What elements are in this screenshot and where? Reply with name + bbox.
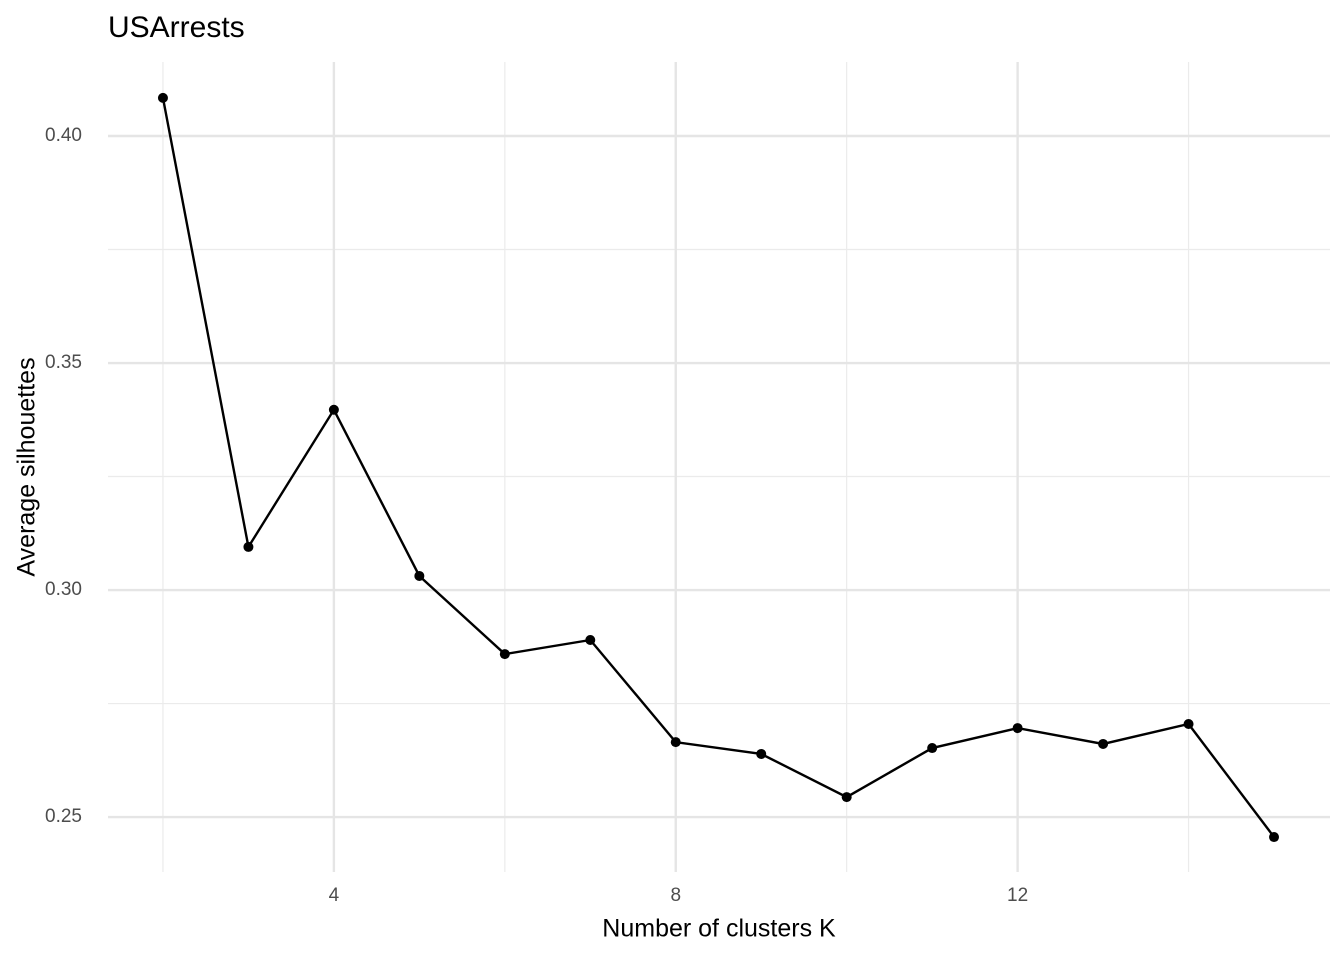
point	[1098, 738, 1109, 749]
point	[243, 541, 254, 552]
point	[756, 748, 767, 759]
point	[585, 634, 596, 645]
point	[1012, 723, 1023, 734]
point	[670, 737, 681, 748]
x-tick-label: 4	[329, 885, 340, 906]
point	[414, 570, 425, 581]
point	[328, 404, 339, 415]
y-tick-label: 0.35	[45, 352, 82, 373]
y-tick-label: 0.30	[45, 579, 82, 600]
point	[157, 92, 168, 103]
point	[1269, 832, 1280, 843]
point	[841, 792, 852, 803]
x-tick-label: 12	[1007, 885, 1028, 906]
point	[927, 743, 938, 754]
point	[1183, 718, 1194, 729]
point	[499, 649, 510, 660]
y-tick-label: 0.40	[45, 125, 82, 146]
x-tick-label: 8	[670, 885, 681, 906]
chart-title: USArrests	[108, 11, 245, 44]
y-axis-label: Average silhouettes	[13, 357, 41, 576]
line	[161, 97, 1275, 838]
y-tick-label: 0.25	[45, 806, 82, 827]
x-axis-label: Number of clusters K	[602, 915, 836, 943]
